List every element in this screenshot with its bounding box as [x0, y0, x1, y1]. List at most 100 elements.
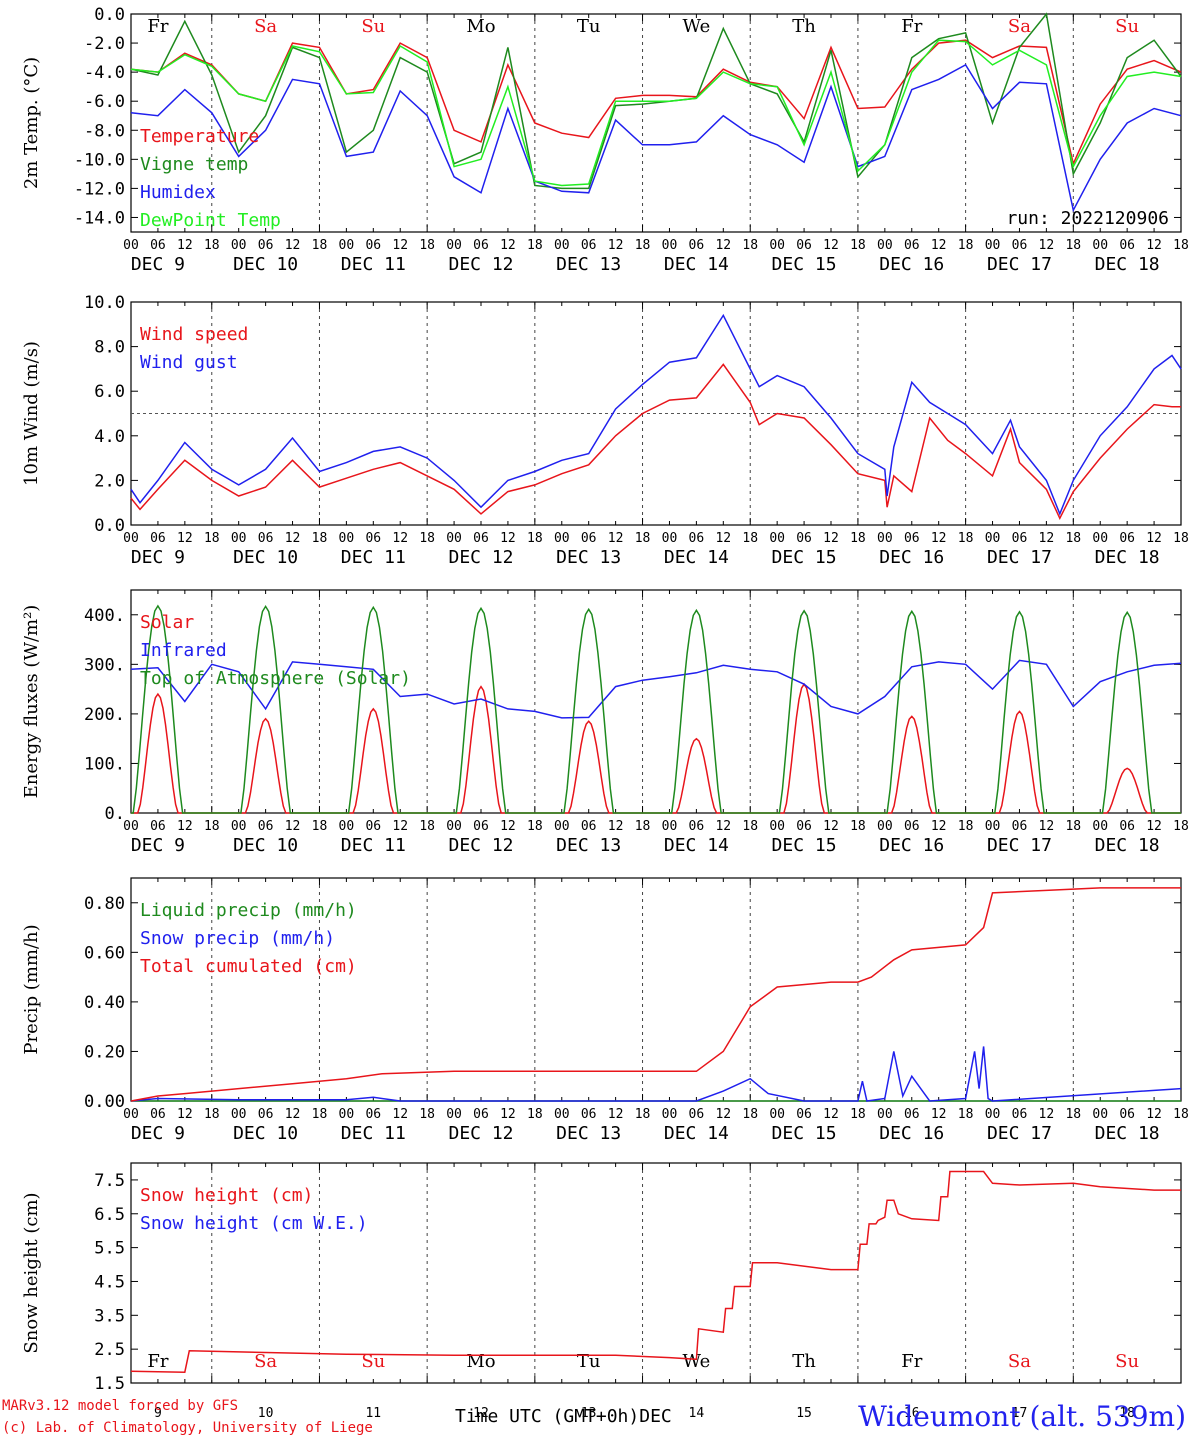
hour-tick-label: 18 [527, 819, 543, 834]
date-tick-label: DEC 9 [131, 254, 185, 275]
legend-entry: Wind speed [140, 324, 248, 345]
day-number-label: 14 [689, 1406, 705, 1421]
y-tick-label: 400. [84, 606, 125, 626]
date-tick-label: DEC 10 [233, 835, 298, 856]
date-tick-label: DEC 16 [879, 254, 944, 275]
weekday-label: Th [792, 1351, 816, 1372]
hour-tick-label: 06 [904, 531, 920, 546]
y-tick-label: -10.0 [74, 150, 125, 170]
series-line [130, 63, 1182, 213]
legend-entry: Vigne temp [140, 154, 248, 175]
y-tick-label: 8.0 [94, 338, 125, 358]
date-tick-label: DEC 17 [987, 254, 1052, 275]
weekday-label: Fr [901, 16, 922, 37]
hour-tick-label: 18 [312, 238, 328, 253]
hour-tick-label: 12 [1146, 1107, 1162, 1122]
hour-tick-label: 12 [931, 531, 947, 546]
hour-tick-label: 06 [689, 819, 705, 834]
date-tick-label: DEC 17 [987, 547, 1052, 568]
hour-tick-label: 06 [581, 531, 597, 546]
hour-tick-label: 18 [1173, 531, 1189, 546]
weekday-label: Su [1115, 16, 1139, 37]
x-axis-title: Time UTC (GMT+0h)DEC [455, 1406, 672, 1427]
series-line [130, 313, 1182, 516]
hour-tick-label: 12 [1146, 531, 1162, 546]
hour-tick-label: 06 [1012, 819, 1028, 834]
series-line [130, 39, 1182, 167]
day-number-label: 12 [473, 1406, 489, 1421]
y-tick-label: 0.0 [94, 516, 125, 536]
date-tick-label: DEC 12 [448, 254, 513, 275]
y-axis-label: 10m Wind (m/s) [21, 341, 42, 486]
hour-tick-label: 12 [285, 238, 301, 253]
hour-tick-label: 06 [904, 238, 920, 253]
hour-tick-label: 12 [931, 819, 947, 834]
hour-tick-label: 18 [527, 238, 543, 253]
hour-tick-label: 12 [1039, 531, 1055, 546]
weekday-label: Tu [577, 1351, 601, 1372]
hour-tick-label: 12 [1146, 819, 1162, 834]
date-tick-label: DEC 15 [772, 254, 837, 275]
hour-tick-label: 12 [931, 1107, 947, 1122]
day-number-label: 11 [365, 1406, 381, 1421]
hour-tick-label: 00 [769, 1107, 785, 1122]
hour-tick-label: 06 [473, 1107, 489, 1122]
hour-tick-label: 06 [581, 238, 597, 253]
hour-tick-label: 12 [392, 1107, 408, 1122]
hour-tick-label: 06 [365, 819, 381, 834]
hour-tick-label: 18 [204, 531, 220, 546]
hour-tick-label: 18 [527, 1107, 543, 1122]
legend-entry: Solar [140, 612, 194, 633]
date-tick-label: DEC 13 [556, 835, 621, 856]
series-line [130, 12, 1182, 190]
hour-tick-label: 00 [339, 819, 355, 834]
hour-tick-label: 12 [500, 238, 516, 253]
date-tick-label: DEC 11 [341, 254, 406, 275]
hour-tick-label: 06 [258, 531, 274, 546]
hour-tick-label: 12 [177, 531, 193, 546]
hour-tick-label: 06 [1012, 238, 1028, 253]
hour-tick-label: 00 [985, 819, 1001, 834]
hour-tick-label: 18 [419, 238, 435, 253]
hour-tick-label: 06 [365, 1107, 381, 1122]
hour-tick-label: 12 [823, 531, 839, 546]
hour-tick-label: 06 [1012, 531, 1028, 546]
hour-tick-label: 18 [1065, 1107, 1081, 1122]
hour-tick-label: 18 [742, 531, 758, 546]
hour-tick-label: 12 [500, 531, 516, 546]
y-tick-label: 7.5 [94, 1171, 125, 1191]
date-tick-label: DEC 14 [664, 835, 729, 856]
hour-tick-label: 00 [231, 238, 247, 253]
hour-tick-label: 12 [1146, 238, 1162, 253]
hour-tick-label: 00 [554, 819, 570, 834]
hour-tick-label: 06 [365, 531, 381, 546]
hour-tick-label: 12 [715, 531, 731, 546]
hour-tick-label: 18 [204, 1107, 220, 1122]
y-tick-label: 6.5 [94, 1205, 125, 1225]
y-tick-label: 0.60 [84, 943, 125, 963]
y-axis-label: Snow height (cm) [21, 1192, 42, 1353]
hour-tick-label: 12 [823, 1107, 839, 1122]
hour-tick-label: 00 [769, 819, 785, 834]
hour-tick-label: 12 [608, 531, 624, 546]
date-tick-label: DEC 16 [879, 1123, 944, 1144]
y-tick-label: -12.0 [74, 179, 125, 199]
hour-tick-label: 12 [285, 1107, 301, 1122]
hour-tick-label: 00 [662, 819, 678, 834]
date-tick-label: DEC 13 [556, 254, 621, 275]
hour-tick-label: 18 [312, 1107, 328, 1122]
weekday-label: Sa [254, 1351, 277, 1372]
y-axis-label: 2m Temp. (°C) [21, 57, 42, 189]
hour-tick-label: 00 [1092, 819, 1108, 834]
date-tick-label: DEC 9 [131, 547, 185, 568]
hour-tick-label: 18 [635, 819, 651, 834]
date-tick-label: DEC 12 [448, 835, 513, 856]
hour-tick-label: 06 [258, 819, 274, 834]
date-tick-label: DEC 14 [664, 547, 729, 568]
hour-tick-label: 00 [446, 238, 462, 253]
weekday-label: Fr [147, 1351, 168, 1372]
date-tick-label: DEC 11 [341, 547, 406, 568]
hour-tick-label: 12 [392, 238, 408, 253]
hour-tick-label: 00 [1092, 1107, 1108, 1122]
hour-tick-label: 06 [689, 238, 705, 253]
